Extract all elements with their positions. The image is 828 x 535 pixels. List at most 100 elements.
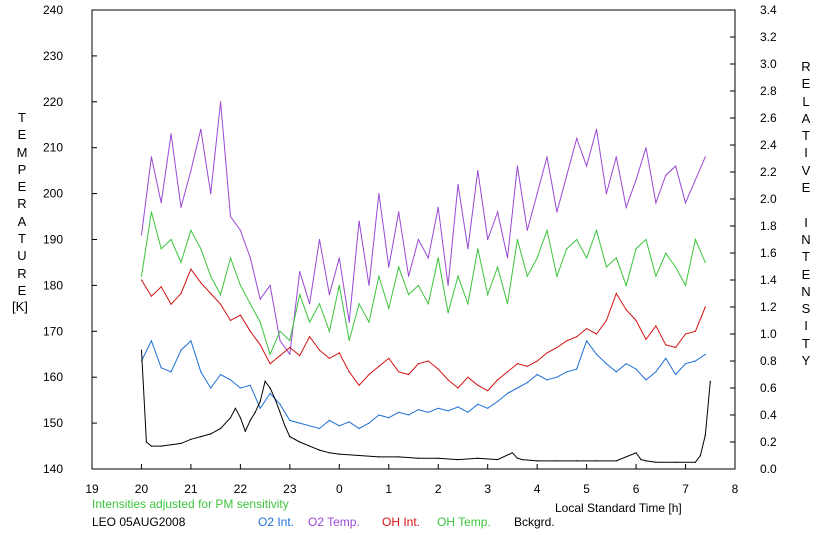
data-point-o2-temp [398,211,400,213]
data-point-bckgrd [635,452,637,454]
data-point-oh-int [497,379,499,381]
data-point-o2-int [289,419,291,421]
axis-title-letter: E [801,180,811,196]
data-point-oh-temp [576,238,578,241]
data-point-oh-int [378,365,380,367]
data-point-oh-temp [210,275,212,277]
data-point-bckgrd [516,457,519,459]
axis-title-letter: N [801,283,811,299]
data-point-oh-temp [309,321,311,323]
data-point-oh-int [704,306,706,308]
right-tick-label: 0.8 [760,354,777,368]
data-point-oh-temp [338,284,340,286]
data-point-o2-temp [437,206,439,208]
data-point-bckgrd [497,459,499,461]
right-tick-label: 1.4 [760,273,777,287]
data-point-oh-int [684,333,687,335]
data-point-bckgrd [615,460,617,462]
data-point-o2-int [497,400,499,403]
data-point-o2-int [605,363,608,365]
data-point-oh-temp [665,252,667,254]
data-point-bckgrd [694,461,697,463]
data-point-bckgrd [269,387,271,389]
data-point-o2-temp [487,238,489,241]
right-tick-label: 1.2 [760,300,777,314]
data-point-o2-int [388,417,390,419]
data-point-oh-temp [487,294,489,296]
data-point-o2-temp [269,284,271,286]
data-point-oh-int [249,330,251,332]
data-point-oh-int [694,330,697,332]
data-point-oh-temp [318,303,321,305]
data-point-o2-temp [506,257,509,259]
axis-title-letter: T [802,249,810,265]
data-point-oh-temp [160,248,162,250]
right-tick-label: 0.4 [760,408,777,422]
axis-title-letter: E [801,76,811,92]
data-point-o2-int [220,373,222,376]
axis-title-letter: E [17,179,27,195]
data-point-oh-int [190,268,192,270]
data-point-o2-int [536,373,538,376]
data-point-oh-temp [180,261,182,263]
data-point-o2-temp [220,101,222,103]
data-point-o2-temp [675,165,677,167]
data-point-oh-temp [635,248,637,250]
data-point-o2-temp [279,339,281,342]
data-point-bckgrd [536,460,538,462]
data-point-oh-int [348,371,350,373]
data-point-oh-int [289,346,291,349]
data-point-oh-temp [269,353,271,355]
data-point-o2-int [160,367,162,369]
data-point-o2-temp [457,183,459,185]
data-point-o2-temp [200,128,202,130]
data-point-bckgrd [640,459,642,461]
data-point-oh-int [427,360,429,362]
data-point-bckgrd [180,442,182,444]
data-point-oh-temp [467,303,469,305]
left-axis-unit: [K] [12,299,28,314]
data-point-oh-int [536,360,538,362]
data-point-oh-int [566,340,568,342]
right-tick-label: 2.8 [760,84,777,98]
data-point-oh-temp [694,238,697,241]
data-point-bckgrd [170,444,172,446]
data-point-oh-temp [279,330,281,332]
data-point-bckgrd [338,453,340,455]
data-point-bckgrd [328,452,330,454]
x-axis-label: Local Standard Time [h] [555,501,682,515]
axis-title-letter: V [801,162,811,178]
data-point-oh-temp [595,229,598,231]
data-point-oh-temp [566,248,568,250]
data-point-oh-temp [497,266,499,268]
axis-title-letter: S [801,301,811,317]
data-point-o2-temp [586,165,588,167]
right-tick-label: 0.0 [760,462,777,476]
data-point-o2-int [694,360,697,362]
data-point-bckgrd [299,441,301,443]
data-point-o2-temp [477,170,479,172]
axis-title-letter: I [804,214,808,230]
data-point-oh-int [328,357,330,359]
data-point-o2-int [417,409,419,411]
data-point-bckgrd [318,449,321,451]
data-point-o2-temp [180,206,182,208]
data-point-o2-int [309,425,311,427]
left-tick-label: 180 [43,278,63,292]
data-point-o2-temp [447,284,449,286]
left-tick-label: 150 [43,416,63,430]
data-point-o2-temp [378,193,380,195]
data-point-oh-int [160,286,162,288]
data-point-bckgrd [145,441,147,443]
data-point-o2-int [368,422,370,424]
data-point-o2-temp [140,234,143,236]
x-tick-label: 20 [135,482,149,496]
right-tick-label: 1.8 [760,219,777,233]
axis-title-letter [796,196,816,213]
left-tick-label: 240 [43,3,63,17]
x-tick-label: 2 [435,482,442,496]
data-point-oh-temp [289,339,291,342]
data-point-oh-int [477,384,479,386]
data-point-bckgrd [150,445,152,447]
